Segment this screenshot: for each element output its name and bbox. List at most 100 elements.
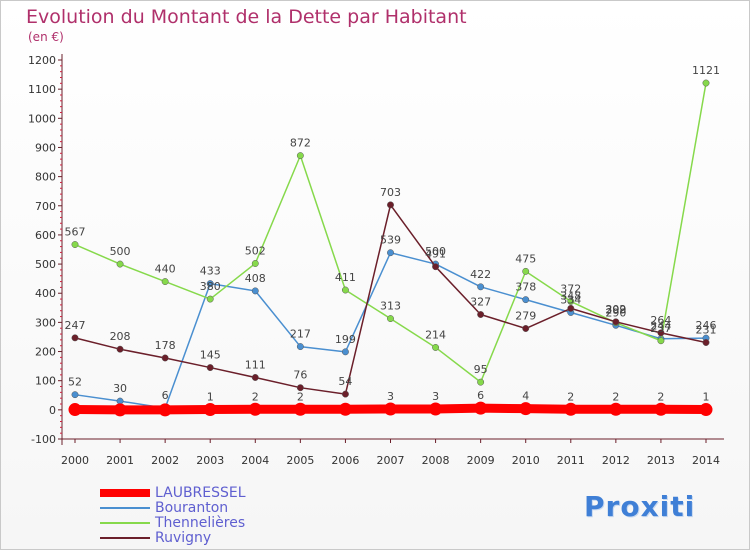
data-point bbox=[341, 348, 349, 356]
data-label: 247 bbox=[65, 319, 86, 332]
data-label: 208 bbox=[110, 330, 131, 343]
data-label: 111 bbox=[245, 358, 266, 371]
legend-item: Ruvigny bbox=[100, 530, 320, 546]
data-label: 491 bbox=[425, 248, 446, 261]
data-point bbox=[293, 402, 307, 416]
data-label: 76 bbox=[293, 369, 307, 382]
legend-swatch bbox=[100, 537, 150, 539]
x-tick-label: 2003 bbox=[196, 454, 224, 467]
data-point bbox=[567, 297, 575, 305]
proxiti-logo-text: Proxiti bbox=[584, 490, 696, 523]
data-point bbox=[657, 337, 665, 345]
data-point bbox=[474, 401, 488, 415]
data-label: 237 bbox=[650, 322, 671, 335]
data-label: 475 bbox=[515, 252, 536, 265]
data-point bbox=[657, 329, 665, 337]
x-tick-label: 2007 bbox=[377, 454, 405, 467]
data-label: 2 bbox=[252, 390, 259, 403]
x-tick-label: 2001 bbox=[106, 454, 134, 467]
proxiti-logo: Proxiti bbox=[584, 490, 695, 523]
data-label: 4 bbox=[522, 390, 529, 403]
y-tick-label: 600 bbox=[35, 229, 56, 242]
data-label: 2 bbox=[612, 390, 619, 403]
data-label: 95 bbox=[474, 363, 488, 376]
data-point bbox=[338, 402, 352, 416]
data-label: 244 bbox=[650, 320, 671, 333]
x-tick-label: 2002 bbox=[151, 454, 179, 467]
data-point bbox=[161, 354, 169, 362]
data-point bbox=[206, 295, 214, 303]
data-point bbox=[71, 391, 79, 399]
data-point bbox=[113, 403, 127, 417]
data-label: 6 bbox=[477, 389, 484, 402]
data-label: 246 bbox=[696, 319, 717, 332]
data-label: 2 bbox=[567, 390, 574, 403]
legend-label: Thennelières bbox=[155, 515, 246, 531]
data-label: 408 bbox=[245, 272, 266, 285]
data-point bbox=[71, 334, 79, 342]
data-label: 290 bbox=[605, 306, 626, 319]
data-label: 231 bbox=[696, 324, 717, 337]
data-point bbox=[522, 267, 530, 275]
data-point bbox=[206, 364, 214, 372]
data-label: 313 bbox=[380, 300, 401, 313]
data-point bbox=[341, 286, 349, 294]
data-point bbox=[609, 402, 623, 416]
data-label: 30 bbox=[113, 382, 127, 395]
x-tick-label: 2011 bbox=[557, 454, 585, 467]
data-label: 279 bbox=[515, 310, 536, 323]
y-tick-label: 1100 bbox=[28, 83, 56, 96]
data-label: 54 bbox=[338, 375, 352, 388]
data-label: 2 bbox=[297, 390, 304, 403]
data-point bbox=[116, 397, 124, 405]
x-tick-label: 2006 bbox=[331, 454, 359, 467]
data-label: 378 bbox=[515, 281, 536, 294]
data-label: 264 bbox=[650, 314, 671, 327]
data-label: 411 bbox=[335, 271, 356, 284]
y-tick-label: 500 bbox=[35, 258, 56, 271]
x-tick-label: 2004 bbox=[241, 454, 269, 467]
legend-label: Bouranton bbox=[155, 500, 229, 516]
data-label: 334 bbox=[560, 293, 581, 306]
legend-swatch bbox=[100, 507, 150, 509]
data-point bbox=[296, 384, 304, 392]
data-point bbox=[203, 403, 217, 417]
data-point bbox=[161, 278, 169, 286]
y-tick-label: 800 bbox=[35, 171, 56, 184]
data-label: 539 bbox=[380, 234, 401, 247]
data-label: 302 bbox=[605, 303, 626, 316]
data-label: 3 bbox=[432, 390, 439, 403]
data-label: 2 bbox=[657, 390, 664, 403]
data-point bbox=[519, 402, 533, 416]
x-tick-label: 2005 bbox=[286, 454, 314, 467]
data-label: 440 bbox=[155, 263, 176, 276]
data-point bbox=[522, 325, 530, 332]
data-point bbox=[251, 374, 259, 381]
data-label: 380 bbox=[200, 280, 221, 293]
data-label: 1 bbox=[703, 391, 710, 404]
data-label: 1121 bbox=[692, 64, 720, 77]
legend-swatch bbox=[100, 489, 150, 497]
data-label: 1 bbox=[207, 391, 214, 404]
data-point bbox=[296, 152, 304, 160]
legend-label: LAUBRESSEL bbox=[155, 485, 246, 501]
data-label: 422 bbox=[470, 268, 491, 281]
data-label: 3 bbox=[387, 390, 394, 403]
data-point bbox=[564, 402, 578, 416]
data-label: 299 bbox=[605, 304, 626, 317]
data-point bbox=[251, 260, 259, 267]
series-line bbox=[74, 82, 707, 383]
data-point bbox=[477, 378, 485, 386]
data-label: 145 bbox=[200, 349, 221, 362]
data-point bbox=[699, 403, 713, 417]
x-tick-label: 2009 bbox=[467, 454, 495, 467]
data-label: 872 bbox=[290, 137, 311, 150]
data-point bbox=[116, 260, 124, 268]
x-tick-label: 2013 bbox=[647, 454, 675, 467]
data-point bbox=[116, 345, 124, 353]
y-tick-label: 1000 bbox=[28, 112, 56, 125]
data-point bbox=[158, 403, 172, 417]
x-tick-label: 2008 bbox=[422, 454, 450, 467]
data-point bbox=[248, 402, 262, 416]
